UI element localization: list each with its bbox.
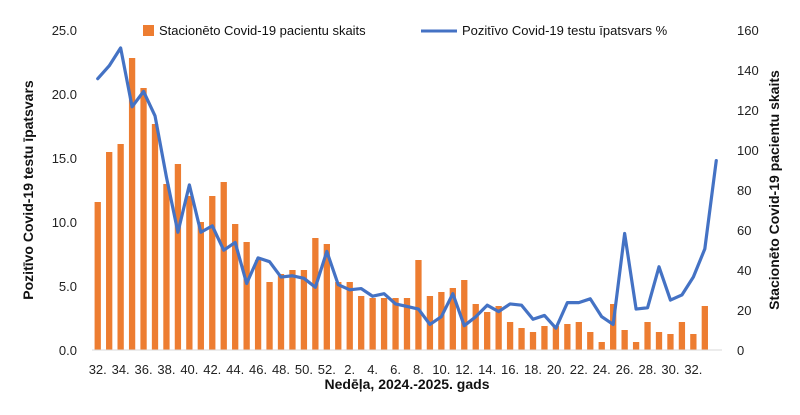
bar xyxy=(221,182,227,350)
x-tick-label: 10. xyxy=(432,362,450,377)
bar xyxy=(186,196,192,350)
bar xyxy=(381,298,387,350)
x-tick-label: 38. xyxy=(157,362,175,377)
bar xyxy=(564,324,570,350)
legend-bar-swatch xyxy=(143,25,154,36)
x-tick-label: 32. xyxy=(89,362,107,377)
left-axis-title: Pozitīvo Covid-19 testu īpatsvars xyxy=(20,80,36,300)
bar xyxy=(415,260,421,350)
left-axis-ticks: 0.0 5.0 10.0 15.0 20.0 25.0 xyxy=(52,23,77,358)
left-tick-label: 5.0 xyxy=(59,279,77,294)
legend-bar-label: Stacionēto Covid-19 pacientu skaits xyxy=(159,23,366,38)
legend-line-label: Pozitīvo Covid-19 testu īpatsvars % xyxy=(462,23,668,38)
bar xyxy=(484,312,490,350)
right-axis-title: Stacionēto Covid-19 pacientu skaits xyxy=(766,70,782,310)
legend: Stacionēto Covid-19 pacientu skaits Pozi… xyxy=(143,23,668,38)
x-tick-label: 48. xyxy=(272,362,290,377)
bar xyxy=(369,298,375,350)
bar xyxy=(656,332,662,350)
left-tick-label: 20.0 xyxy=(52,87,77,102)
x-tick-label: 32. xyxy=(684,362,702,377)
x-tick-label: 34. xyxy=(112,362,130,377)
x-tick-label: 8. xyxy=(413,362,424,377)
x-tick-label: 46. xyxy=(249,362,267,377)
bar xyxy=(507,322,513,350)
x-tick-label: 24. xyxy=(593,362,611,377)
right-axis-ticks: 0 20 40 60 80 100 120 140 160 xyxy=(737,23,759,358)
right-tick-label: 100 xyxy=(737,143,759,158)
bar xyxy=(117,144,123,350)
right-tick-label: 120 xyxy=(737,103,759,118)
bar xyxy=(209,196,215,350)
bar xyxy=(289,270,295,350)
bar xyxy=(679,322,685,350)
x-tick-label: 4. xyxy=(367,362,378,377)
x-tick-label: 36. xyxy=(135,362,153,377)
x-axis-title: Nedēļa, 2024.-2025. gads xyxy=(325,376,490,392)
bar xyxy=(576,322,582,350)
bar xyxy=(198,222,204,350)
bar xyxy=(644,322,650,350)
bar xyxy=(140,88,146,350)
bar xyxy=(621,330,627,350)
bar xyxy=(438,292,444,350)
bar xyxy=(152,124,158,350)
bar xyxy=(633,342,639,350)
bar xyxy=(175,164,181,350)
right-tick-label: 80 xyxy=(737,183,751,198)
left-tick-label: 10.0 xyxy=(52,215,77,230)
bar xyxy=(163,184,169,350)
bar xyxy=(335,282,341,350)
left-tick-label: 25.0 xyxy=(52,23,77,38)
right-tick-label: 40 xyxy=(737,263,751,278)
right-tick-label: 140 xyxy=(737,63,759,78)
bar xyxy=(255,260,261,350)
x-tick-label: 2. xyxy=(344,362,355,377)
bar xyxy=(530,332,536,350)
bar xyxy=(518,328,524,350)
bar xyxy=(541,326,547,350)
x-tick-label: 18. xyxy=(524,362,542,377)
right-tick-label: 0 xyxy=(737,343,744,358)
x-tick-label: 52. xyxy=(318,362,336,377)
x-tick-label: 20. xyxy=(547,362,565,377)
x-tick-label: 28. xyxy=(639,362,657,377)
bar xyxy=(95,202,101,350)
bar xyxy=(702,306,708,350)
left-tick-label: 0.0 xyxy=(59,343,77,358)
bar xyxy=(243,242,249,350)
left-tick-label: 15.0 xyxy=(52,151,77,166)
x-tick-label: 16. xyxy=(501,362,519,377)
x-tick-label: 42. xyxy=(203,362,221,377)
bar xyxy=(587,332,593,350)
x-tick-label: 50. xyxy=(295,362,313,377)
right-tick-label: 20 xyxy=(737,303,751,318)
bar xyxy=(347,282,353,350)
x-tick-label: 26. xyxy=(616,362,634,377)
x-axis-ticks: 32. 34. 36. 38. 40. 42. 44. 46. 48. 50. 52. 2. 4. 6. 8… xyxy=(89,362,703,377)
x-tick-label: 14. xyxy=(478,362,496,377)
bar xyxy=(278,274,284,350)
bar xyxy=(312,238,318,350)
x-tick-label: 30. xyxy=(661,362,679,377)
right-tick-label: 160 xyxy=(737,23,759,38)
x-tick-label: 44. xyxy=(226,362,244,377)
bar xyxy=(266,282,272,350)
bar xyxy=(667,334,673,350)
x-tick-label: 12. xyxy=(455,362,473,377)
bar xyxy=(690,334,696,350)
x-tick-label: 6. xyxy=(390,362,401,377)
bar xyxy=(106,152,112,350)
bar xyxy=(599,342,605,350)
bar xyxy=(358,296,364,350)
right-tick-label: 60 xyxy=(737,223,751,238)
x-tick-label: 22. xyxy=(570,362,588,377)
bar xyxy=(473,304,479,350)
x-tick-label: 40. xyxy=(180,362,198,377)
